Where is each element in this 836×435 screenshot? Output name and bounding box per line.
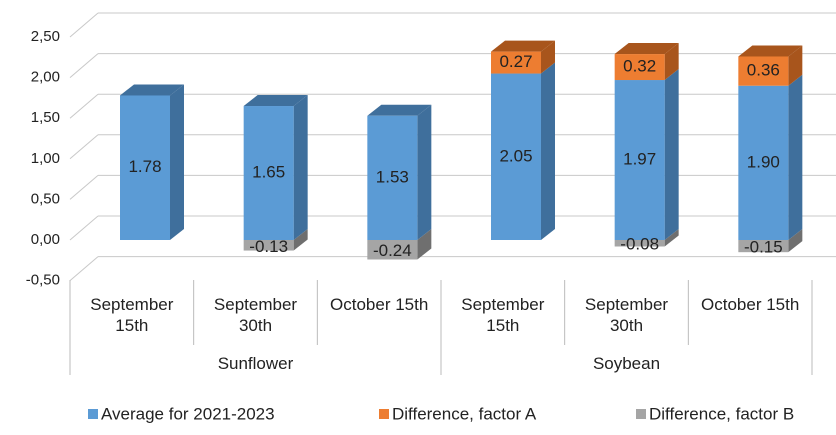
data-label: 0.32 bbox=[623, 57, 656, 76]
bar-top bbox=[491, 40, 555, 52]
legend-swatch bbox=[379, 409, 389, 419]
data-label: -0.15 bbox=[744, 238, 783, 257]
bar bbox=[243, 106, 294, 241]
bar-side bbox=[664, 69, 679, 240]
bar-side bbox=[788, 45, 803, 86]
bar-top bbox=[120, 84, 184, 96]
bar bbox=[738, 240, 789, 253]
x-tick-label: September 30th bbox=[213, 295, 298, 335]
grid-line bbox=[69, 93, 99, 119]
group-label: Soybean bbox=[592, 354, 661, 373]
bar-side bbox=[664, 229, 679, 247]
data-label: 1.97 bbox=[623, 150, 656, 169]
legend-label: Average for 2021-2023 bbox=[101, 404, 275, 423]
bar-side bbox=[541, 40, 555, 74]
bar bbox=[491, 51, 541, 74]
x-tick-label: September 30th bbox=[584, 295, 669, 335]
group-label: Sunflower bbox=[217, 354, 294, 373]
y-tick-label: 0,00 bbox=[31, 231, 60, 248]
bar bbox=[614, 54, 665, 81]
bar-top bbox=[243, 95, 308, 107]
x-tick-label: October 15th bbox=[330, 295, 429, 314]
y-tick-label: 0,50 bbox=[31, 190, 60, 207]
bar-side bbox=[788, 74, 803, 240]
bar bbox=[614, 80, 665, 240]
bar bbox=[491, 73, 541, 240]
grid-line bbox=[69, 175, 99, 200]
bar-top bbox=[367, 104, 432, 116]
bar-side bbox=[293, 95, 308, 241]
grid-line bbox=[69, 256, 99, 281]
bar-side bbox=[664, 43, 679, 81]
y-tick-label: -0,50 bbox=[26, 272, 60, 289]
grid-line bbox=[69, 134, 99, 160]
bar bbox=[367, 115, 418, 240]
data-label: 0.27 bbox=[499, 52, 532, 71]
x-tick-label: September 15th bbox=[461, 295, 545, 335]
grid-line bbox=[69, 53, 99, 78]
data-label: 0.36 bbox=[747, 61, 780, 80]
data-label: 2.05 bbox=[499, 146, 532, 165]
y-tick-label: 1,50 bbox=[31, 109, 60, 126]
bar bbox=[614, 240, 665, 247]
data-label: -0.08 bbox=[620, 235, 659, 254]
bar-side bbox=[417, 104, 432, 240]
bar bbox=[367, 240, 418, 260]
data-label: 1.90 bbox=[747, 152, 780, 171]
x-tick-label: October 15th bbox=[701, 295, 800, 314]
data-label: 1.65 bbox=[252, 162, 285, 181]
legend-label: Difference, factor A bbox=[392, 404, 537, 423]
grid-line bbox=[69, 215, 99, 241]
y-tick-label: 2,00 bbox=[31, 69, 60, 86]
bar bbox=[738, 85, 789, 240]
legend-swatch bbox=[636, 409, 646, 419]
y-tick-label: 2,50 bbox=[31, 28, 60, 45]
data-label: 1.78 bbox=[128, 157, 161, 176]
data-label: -0.13 bbox=[249, 237, 288, 256]
y-tick-label: 1,00 bbox=[31, 150, 60, 167]
bar-side bbox=[293, 229, 308, 251]
legend-label: Difference, factor B bbox=[649, 404, 794, 423]
grid-line bbox=[69, 12, 99, 38]
bar bbox=[738, 56, 789, 86]
bar-side bbox=[541, 62, 555, 240]
bar bbox=[120, 95, 170, 241]
data-label: 1.53 bbox=[376, 167, 409, 186]
legend-swatch bbox=[88, 409, 98, 419]
bar-side bbox=[170, 84, 184, 241]
x-tick-label: September 15th bbox=[90, 295, 174, 335]
bar-top bbox=[738, 45, 803, 57]
bar-top bbox=[614, 43, 679, 55]
data-label: -0.24 bbox=[373, 241, 412, 260]
bar-side bbox=[417, 229, 432, 260]
bar bbox=[243, 240, 294, 251]
bar-side bbox=[788, 229, 803, 253]
